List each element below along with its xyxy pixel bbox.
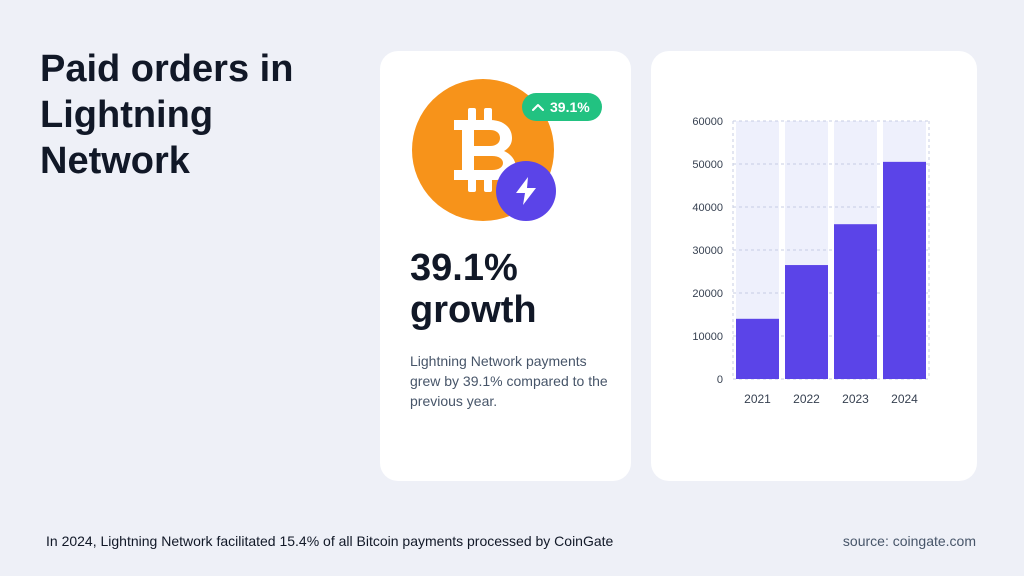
x-tick-label: 2022 (793, 392, 820, 406)
y-tick-label: 10000 (692, 331, 723, 343)
growth-card: 39.1% 39.1% growth Lightning Network pay… (380, 51, 631, 481)
x-tick-label: 2023 (842, 392, 869, 406)
chart-card: 0 10000 20000 30000 40000 50000 60000 2021 2022 2… (651, 51, 977, 481)
y-tick-label: 60000 (692, 116, 723, 128)
lightning-icon (496, 161, 556, 221)
growth-badge-label: 39.1% (550, 99, 590, 115)
x-tick-label: 2021 (744, 392, 771, 406)
growth-headline: 39.1% growth (410, 247, 537, 331)
page-title: Paid orders in Lightning Network (40, 48, 294, 182)
source-label: source: coingate.com (842, 533, 976, 549)
bar-2024 (883, 161, 926, 379)
bar-2021 (736, 318, 779, 379)
y-tick-label: 20000 (692, 288, 723, 300)
y-tick-label: 40000 (692, 202, 723, 214)
y-tick-label: 30000 (692, 245, 723, 257)
growth-badge: 39.1% (522, 93, 602, 121)
y-tick-label: 0 (717, 374, 723, 386)
x-tick-label: 2024 (891, 392, 918, 406)
bar-2022 (785, 265, 828, 379)
y-tick-label: 50000 (692, 159, 723, 171)
bar-2023 (834, 224, 877, 379)
chevron-up-icon (532, 104, 544, 111)
bar-chart: 0 10000 20000 30000 40000 50000 60000 2021 2022 2… (692, 116, 930, 406)
growth-description: Lightning Network payments grew by 39.1%… (410, 353, 608, 409)
footnote: In 2024, Lightning Network facilitated 1… (46, 533, 614, 549)
